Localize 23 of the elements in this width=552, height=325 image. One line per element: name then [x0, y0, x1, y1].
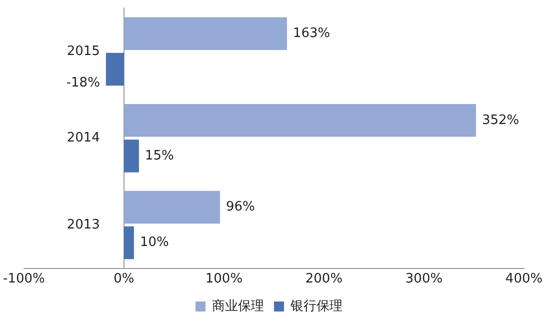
x-tick-label: -100% [3, 272, 45, 287]
x-tick-label: 100% [205, 272, 243, 287]
y-tick-label: 2014 [66, 130, 100, 146]
data-label: 352% [482, 112, 520, 128]
bar [124, 226, 134, 260]
bar [124, 104, 476, 137]
data-label: 163% [292, 26, 330, 41]
x-tick-label: 200% [305, 272, 343, 287]
data-label: 96% [226, 200, 255, 215]
x-tick-label: 300% [405, 272, 443, 287]
data-label: -18% [66, 76, 100, 91]
x-tick-label: 400% [505, 272, 543, 287]
x-tick-label: 0% [114, 272, 134, 287]
data-label: 10% [140, 235, 169, 250]
bar [124, 190, 220, 224]
legend-label: 银行保理 [290, 298, 342, 314]
bar [124, 17, 287, 50]
y-tick-label: 2013 [66, 217, 100, 232]
data-label: 15% [144, 148, 174, 164]
bar [124, 140, 139, 172]
y-tick-label: 2015 [66, 44, 100, 59]
legend-label: 商业保理 [212, 298, 264, 314]
bar [106, 52, 124, 86]
